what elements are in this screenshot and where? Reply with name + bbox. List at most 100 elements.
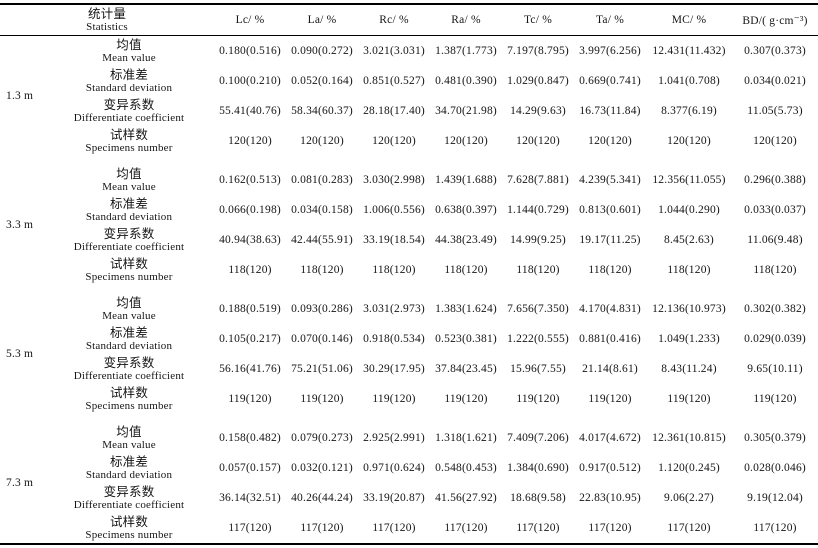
value-cell: 118(120)	[228, 264, 272, 276]
value-cell: 0.638(0.397)	[435, 204, 497, 216]
column-header-lc: Lc/ %	[235, 14, 265, 26]
value-cell: 119(120)	[372, 393, 416, 405]
value-cell: 117(120)	[516, 522, 560, 534]
column-header-rc: Rc/ %	[379, 14, 409, 26]
depth-label: 3.3 m	[6, 219, 34, 231]
statistic-label-zh: 均值	[116, 37, 142, 52]
column-header-ra: Ra/ %	[451, 14, 481, 26]
statistic-label-en: Mean value	[102, 51, 156, 64]
value-cell: 0.105(0.217)	[219, 333, 281, 345]
table-row: 变异系数 Differentiate coefficient 36.14(32.51…	[0, 483, 818, 513]
statistic-label-en: Differentiate coefficient	[73, 498, 185, 511]
statistic-label-zh: 标准差	[109, 196, 149, 211]
group-spacer-cell	[0, 156, 818, 165]
value-cell: 0.971(0.624)	[363, 462, 425, 474]
value-cell: 55.41(40.76)	[219, 105, 281, 117]
value-cell: 0.918(0.534)	[363, 333, 425, 345]
value-cell: 120(120)	[588, 135, 632, 147]
value-cell: 8.45(2.63)	[664, 234, 714, 246]
depth-label: 5.3 m	[6, 348, 34, 360]
value-cell: 117(120)	[372, 522, 416, 534]
statistic-label-en: Specimens number	[85, 399, 173, 412]
statistic-label: 试样数 Specimens number	[44, 384, 214, 414]
value-cell: 12.136(10.973)	[652, 303, 726, 315]
group-spacer	[0, 414, 818, 423]
value-cell: 117(120)	[588, 522, 632, 534]
value-cell: 117(120)	[300, 522, 344, 534]
statistic-label-en: Differentiate coefficient	[73, 111, 185, 124]
value-cell: 0.052(0.164)	[291, 75, 353, 87]
statistic-label-zh: 均值	[116, 166, 142, 181]
value-cell: 0.032(0.121)	[291, 462, 353, 474]
table-body: 1.3 m 均值 Mean value 0.180(0.516) 0.090(0.272…	[0, 36, 818, 545]
value-cell: 22.83(10.95)	[579, 492, 641, 504]
statistic-label-zh: 变异系数	[103, 226, 155, 241]
value-cell: 0.162(0.513)	[219, 174, 281, 186]
statistic-label-zh: 均值	[116, 424, 142, 439]
value-cell: 1.029(0.847)	[507, 75, 569, 87]
value-cell: 0.669(0.741)	[579, 75, 641, 87]
value-cell: 16.73(11.84)	[579, 105, 641, 117]
value-cell: 7.197(8.795)	[507, 45, 569, 57]
value-cell: 117(120)	[667, 522, 711, 534]
statistic-label-zh: 试样数	[109, 127, 149, 142]
value-cell: 56.16(41.76)	[219, 363, 281, 375]
value-cell: 118(120)	[667, 264, 711, 276]
value-cell: 120(120)	[516, 135, 560, 147]
value-cell: 1.439(1.688)	[435, 174, 497, 186]
value-cell: 120(120)	[372, 135, 416, 147]
value-cell: 4.170(4.831)	[579, 303, 641, 315]
table-row: 变异系数 Differentiate coefficient 40.94(38.63…	[0, 225, 818, 255]
value-cell: 1.041(0.708)	[658, 75, 720, 87]
value-cell: 15.96(7.55)	[510, 363, 566, 375]
group-spacer-cell	[0, 414, 818, 423]
value-cell: 8.43(11.24)	[661, 363, 717, 375]
table-row: 变异系数 Differentiate coefficient 55.41(40.76…	[0, 96, 818, 126]
value-cell: 0.481(0.390)	[435, 75, 497, 87]
statistic-label-zh: 变异系数	[103, 484, 155, 499]
table-row: 5.3 m 均值 Mean value 0.188(0.519) 0.093(0.286…	[0, 294, 818, 360]
value-cell: 1.049(1.233)	[658, 333, 720, 345]
value-cell: 118(120)	[300, 264, 344, 276]
value-cell: 120(120)	[228, 135, 272, 147]
statistics-table-wrapper: 统计量 Statistics Lc/ % La/ % Rc/ % Ra/ % T…	[0, 3, 818, 545]
value-cell: 0.029(0.039)	[744, 333, 806, 345]
value-cell: 14.99(9.25)	[510, 234, 566, 246]
value-cell: 0.296(0.388)	[744, 174, 806, 186]
value-cell: 9.19(12.04)	[747, 492, 803, 504]
statistic-label: 试样数 Specimens number	[44, 255, 214, 285]
table-row: 试样数 Specimens number 120(120) 120(120) 120(1…	[0, 126, 818, 156]
value-cell: 42.44(55.91)	[291, 234, 353, 246]
value-cell: 1.006(0.556)	[363, 204, 425, 216]
value-cell: 7.656(7.350)	[507, 303, 569, 315]
statistic-label-zh: 标准差	[109, 454, 149, 469]
value-cell: 0.093(0.286)	[291, 303, 353, 315]
statistic-label-zh: 试样数	[109, 385, 149, 400]
value-cell: 0.813(0.601)	[579, 204, 641, 216]
depth-label: 7.3 m	[6, 477, 34, 489]
statistic-label: 标准差 Standard deviation	[44, 453, 214, 483]
value-cell: 8.377(6.19)	[661, 105, 717, 117]
value-cell: 118(120)	[516, 264, 560, 276]
value-cell: 1.044(0.290)	[658, 204, 720, 216]
value-cell: 14.29(9.63)	[510, 105, 566, 117]
value-cell: 33.19(18.54)	[363, 234, 425, 246]
value-cell: 7.409(7.206)	[507, 432, 569, 444]
column-header-ta: Ta/ %	[596, 14, 624, 26]
column-header-mc: MC/ %	[671, 14, 707, 26]
value-cell: 117(120)	[444, 522, 488, 534]
value-cell: 9.65(10.11)	[747, 363, 803, 375]
value-cell: 0.302(0.382)	[744, 303, 806, 315]
statistic-label-en: Specimens number	[85, 270, 173, 283]
value-cell: 1.387(1.773)	[435, 45, 497, 57]
value-cell: 119(120)	[300, 393, 344, 405]
value-cell: 0.188(0.519)	[219, 303, 281, 315]
value-cell: 0.034(0.158)	[291, 204, 353, 216]
table-row: 标准差 Standard deviation 0.105(0.217) 0.070(0…	[0, 324, 818, 354]
table-row: 变异系数 Differentiate coefficient 56.16(41.76…	[0, 354, 818, 384]
value-cell: 120(120)	[444, 135, 488, 147]
value-cell: 44.38(23.49)	[435, 234, 497, 246]
value-cell: 30.29(17.95)	[363, 363, 425, 375]
value-cell: 119(120)	[516, 393, 560, 405]
statistic-label: 变异系数 Differentiate coefficient	[44, 96, 214, 126]
